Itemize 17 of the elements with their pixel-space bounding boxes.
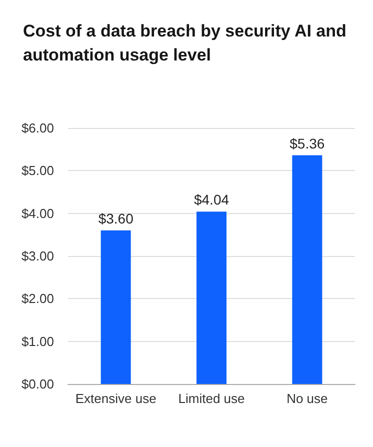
chart-title: Cost of a data breach by security AI and automation usage level [23,22,352,64]
y-tick-label: $6.00 [21,120,54,136]
y-tick-label: $5.00 [21,163,54,178]
y-tick-label: $1.00 [21,334,54,349]
x-tick-label: No use [286,391,328,406]
x-tick-label: Extensive use [75,391,156,406]
data-label: $4.04 [194,192,230,208]
bar [292,155,322,384]
y-tick-label: $2.00 [21,291,54,306]
bar [100,230,131,384]
data-label: $5.36 [290,135,325,152]
x-tick-label: Limited use [178,391,245,406]
y-tick-label: $0.00 [21,376,54,392]
y-tick-label: $3.00 [21,248,54,264]
bar [196,212,226,384]
data-label: $3.60 [98,210,134,226]
y-tick-label: $4.00 [21,206,54,221]
